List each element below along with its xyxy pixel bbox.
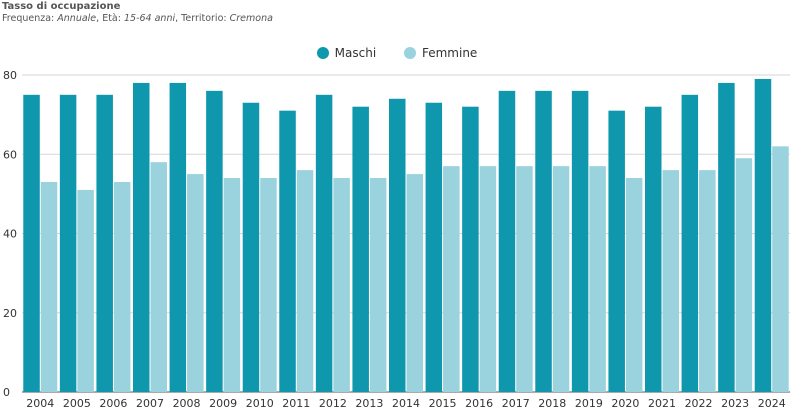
subtitle-frequency: Annuale	[57, 13, 97, 24]
bar-maschi-2015	[425, 102, 443, 393]
x-tick-label-2023: 2023	[721, 397, 749, 410]
y-tick-label-80: 80	[3, 69, 17, 82]
bar-maschi-2016	[462, 106, 479, 392]
legend-label-femmine: Femmine	[421, 46, 478, 60]
bar-femmine-2009	[223, 178, 241, 392]
x-tick-label-2011: 2011	[282, 397, 310, 410]
x-tick-label-2007: 2007	[136, 397, 164, 410]
legend-item-femmine[interactable]: Femmine	[403, 46, 478, 60]
bar-maschi-2007	[133, 82, 150, 393]
bar-maschi-2022	[681, 94, 699, 392]
bar-maschi-2006	[96, 94, 113, 392]
bar-maschi-2009	[206, 90, 223, 392]
bar-femmine-2019	[589, 166, 606, 392]
bar-femmine-2023	[735, 158, 753, 392]
bar-maschi-2018	[535, 90, 552, 392]
x-tick-label-2015: 2015	[429, 397, 457, 410]
subtitle-territory: Cremona	[229, 13, 273, 24]
bar-maschi-2019	[571, 90, 589, 392]
chart-subtitle: Frequenza: Annuale, Età: 15-64 anni, Ter…	[2, 13, 273, 24]
subtitle-age: 15-64 anni	[123, 13, 176, 24]
x-tick-label-2009: 2009	[209, 397, 237, 410]
bar-femmine-2006	[113, 181, 131, 392]
bar-femmine-2008	[187, 174, 204, 392]
x-tick-label-2024: 2024	[758, 397, 786, 410]
legend-swatch-maschi	[316, 47, 329, 59]
bar-femmine-2010	[260, 178, 277, 392]
bar-femmine-2012	[333, 178, 350, 392]
chart-title: Tasso di occupazione	[2, 1, 121, 12]
subtitle-sep-2: ,	[175, 13, 182, 24]
y-tick-label-60: 60	[3, 148, 17, 161]
x-tick-label-2014: 2014	[392, 397, 420, 410]
bar-maschi-2014	[389, 98, 406, 393]
legend-swatch-femmine	[403, 47, 416, 59]
x-tick-label-2006: 2006	[99, 397, 127, 410]
bar-femmine-2020	[625, 178, 643, 392]
bar-femmine-2021	[662, 170, 679, 392]
x-tick-label-2018: 2018	[538, 397, 566, 410]
legend-item-maschi[interactable]: Maschi	[316, 46, 377, 60]
subtitle-frequency-label: Frequenza:	[2, 13, 55, 24]
bar-femmine-2024	[772, 146, 789, 392]
bar-femmine-2005	[77, 189, 94, 392]
bar-femmine-2018	[552, 166, 570, 392]
bar-maschi-2023	[718, 82, 735, 393]
legend-label-maschi: Maschi	[334, 46, 377, 60]
x-tick-label-2005: 2005	[63, 397, 91, 410]
bar-femmine-2004	[40, 181, 58, 392]
x-tick-label-2004: 2004	[26, 397, 54, 410]
chart-legend: Maschi Femmine	[0, 46, 794, 62]
bar-maschi-2024	[754, 78, 772, 393]
bar-maschi-2008	[169, 82, 187, 393]
x-tick-label-2012: 2012	[319, 397, 347, 410]
bar-femmine-2007	[150, 162, 167, 392]
bar-maschi-2011	[279, 110, 296, 392]
bar-femmine-2014	[406, 174, 423, 392]
subtitle-sep-1: ,	[96, 13, 103, 24]
x-tick-label-2013: 2013	[355, 397, 383, 410]
subtitle-age-label: Età:	[102, 13, 121, 24]
bar-femmine-2011	[296, 170, 314, 392]
y-tick-label-0: 0	[3, 386, 10, 399]
bar-femmine-2013	[369, 178, 387, 392]
x-tick-label-2019: 2019	[575, 397, 603, 410]
bar-maschi-2017	[498, 90, 516, 392]
bar-femmine-2015	[443, 166, 460, 392]
x-tick-label-2021: 2021	[648, 397, 676, 410]
bar-maschi-2004	[23, 94, 40, 392]
subtitle-territory-label: Territorio:	[181, 13, 227, 24]
bar-maschi-2012	[315, 94, 333, 392]
x-tick-label-2022: 2022	[685, 397, 713, 410]
bar-maschi-2010	[242, 102, 260, 393]
y-tick-label-20: 20	[3, 307, 17, 320]
bar-maschi-2021	[645, 106, 662, 392]
bar-maschi-2013	[352, 106, 369, 392]
x-tick-label-2017: 2017	[502, 397, 530, 410]
bar-femmine-2017	[516, 166, 533, 392]
x-tick-label-2010: 2010	[246, 397, 274, 410]
bar-maschi-2020	[608, 110, 625, 392]
x-tick-label-2016: 2016	[465, 397, 493, 410]
x-tick-label-2020: 2020	[611, 397, 639, 410]
bar-maschi-2005	[59, 94, 77, 392]
y-tick-label-40: 40	[3, 228, 17, 241]
x-tick-label-2008: 2008	[173, 397, 201, 410]
bar-femmine-2022	[699, 170, 716, 392]
bar-femmine-2016	[479, 166, 497, 392]
